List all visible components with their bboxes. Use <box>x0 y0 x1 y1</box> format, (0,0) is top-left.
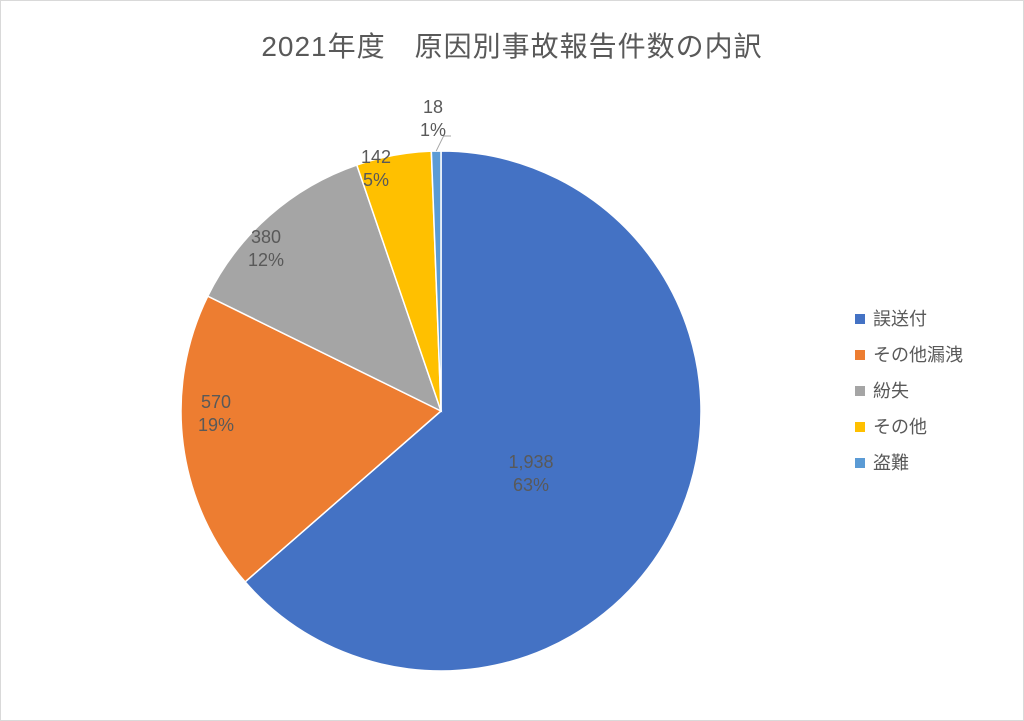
legend-swatch-1 <box>855 350 865 360</box>
legend-swatch-0 <box>855 314 865 324</box>
slice-value-3: 142 <box>361 146 391 169</box>
slice-percent-0: 63% <box>508 474 553 497</box>
legend-label-3: その他 <box>873 409 927 445</box>
slice-label-3: 142 5% <box>361 146 391 191</box>
slice-percent-2: 12% <box>248 249 284 272</box>
slice-value-4: 18 <box>420 96 446 119</box>
legend-item-4: 盗難 <box>855 445 963 481</box>
slice-value-0: 1,938 <box>508 451 553 474</box>
slice-percent-4: 1% <box>420 119 446 142</box>
legend-label-2: 紛失 <box>873 373 909 409</box>
legend: 誤送付 その他漏洩 紛失 その他 盗難 <box>855 301 963 481</box>
slice-label-1: 570 19% <box>198 391 234 436</box>
slice-percent-1: 19% <box>198 414 234 437</box>
chart-title: 2021年度 原因別事故報告件数の内訳 <box>1 25 1023 65</box>
slice-value-1: 570 <box>198 391 234 414</box>
slice-label-2: 380 12% <box>248 226 284 271</box>
legend-swatch-4 <box>855 458 865 468</box>
legend-item-2: 紛失 <box>855 373 963 409</box>
legend-label-4: 盗難 <box>873 445 909 481</box>
legend-swatch-2 <box>855 386 865 396</box>
legend-item-0: 誤送付 <box>855 301 963 337</box>
legend-item-1: その他漏洩 <box>855 337 963 373</box>
slice-percent-3: 5% <box>361 169 391 192</box>
slice-value-2: 380 <box>248 226 284 249</box>
legend-label-1: その他漏洩 <box>873 337 963 373</box>
legend-label-0: 誤送付 <box>873 301 927 337</box>
legend-item-3: その他 <box>855 409 963 445</box>
slice-label-0: 1,938 63% <box>508 451 553 496</box>
slice-label-4: 18 1% <box>420 96 446 141</box>
chart-frame: 2021年度 原因別事故報告件数の内訳 1,938 63% 570 19% 38… <box>0 0 1024 721</box>
legend-swatch-3 <box>855 422 865 432</box>
